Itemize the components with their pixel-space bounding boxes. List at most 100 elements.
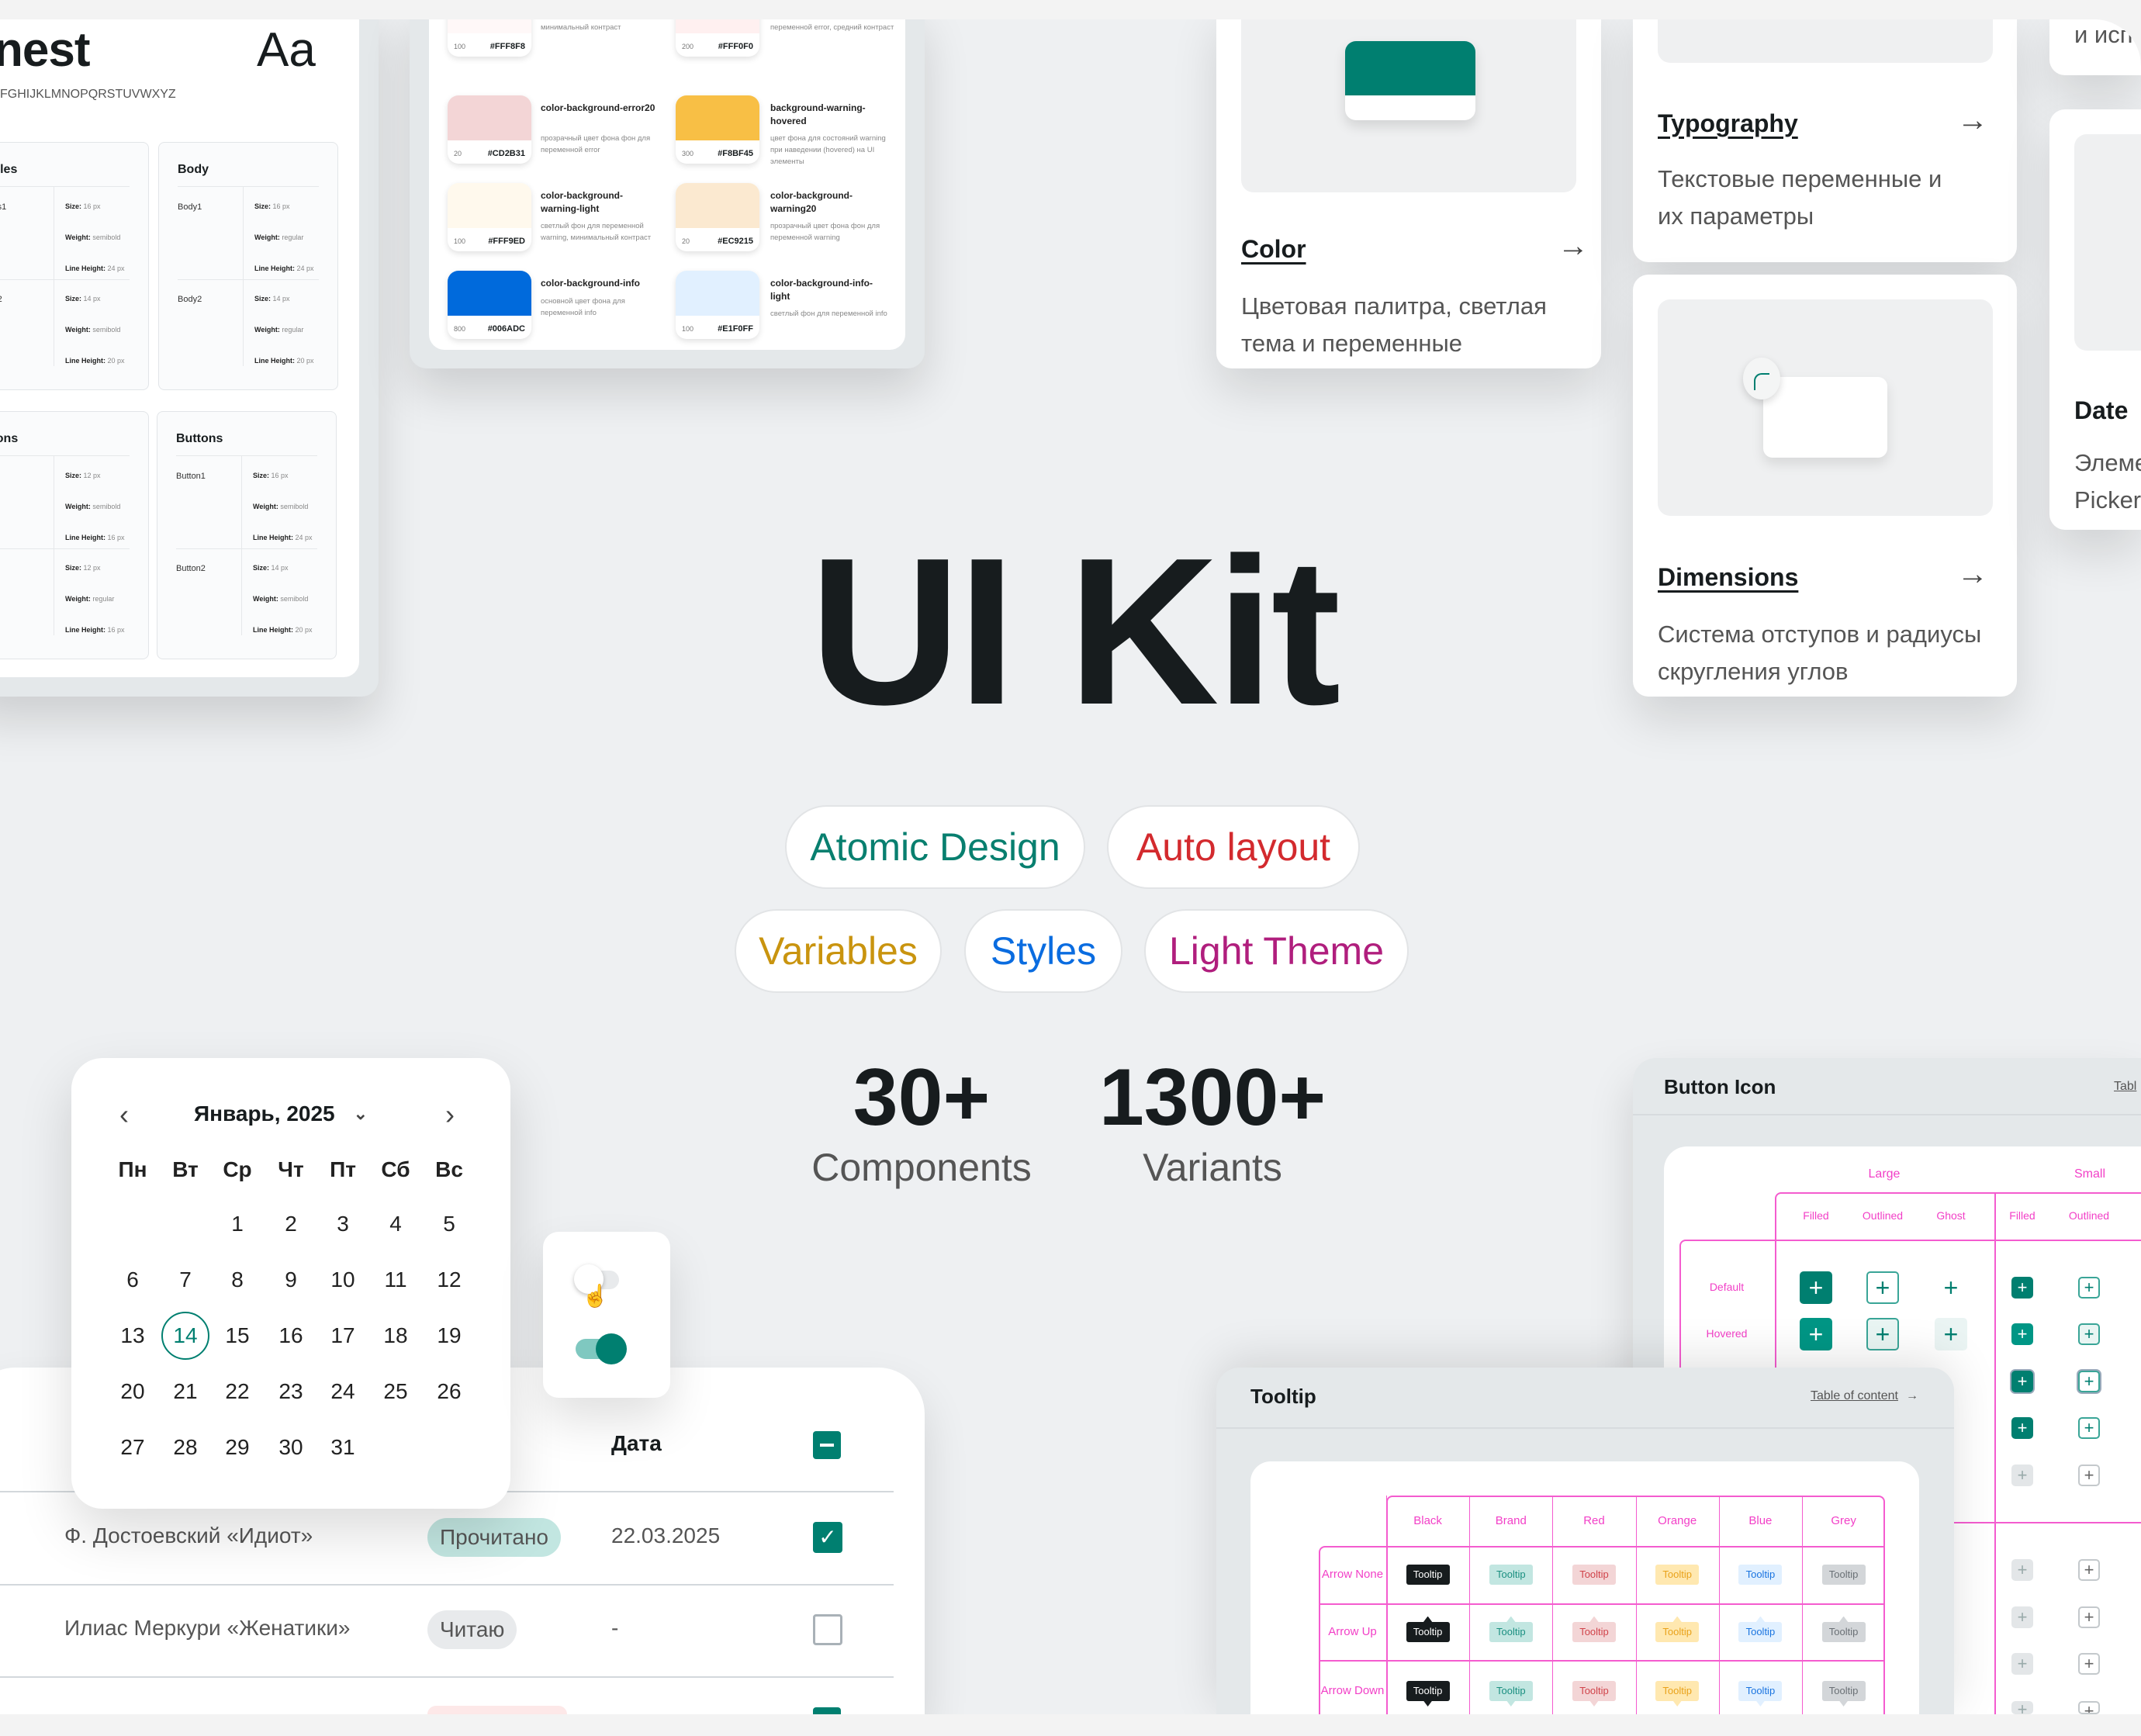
calendar-day[interactable]: 31 — [330, 1435, 355, 1459]
calendar-day[interactable]: 17 — [330, 1323, 355, 1347]
add-icon-button[interactable]: + — [2011, 1559, 2033, 1581]
tooltip-sample: Tooltip — [1655, 1681, 1700, 1701]
add-icon-button[interactable]: + — [1935, 1318, 1967, 1350]
divider — [0, 1584, 894, 1586]
calendar-day[interactable]: 1 — [231, 1212, 244, 1236]
tag-pill[interactable]: Styles — [964, 909, 1122, 993]
calendar-day[interactable]: 19 — [437, 1323, 462, 1347]
add-icon-button[interactable]: + — [2078, 1323, 2100, 1345]
add-icon-button[interactable]: + — [2011, 1701, 2033, 1714]
calendar-day[interactable]: 8 — [231, 1267, 244, 1292]
next-month-button[interactable]: › — [445, 1098, 455, 1130]
add-icon-button[interactable]: + — [1800, 1318, 1832, 1350]
nav-card-title[interactable]: Dimensions — [1658, 563, 1799, 591]
add-icon-button[interactable]: + — [2078, 1465, 2100, 1486]
calendar-day[interactable]: 20 — [120, 1379, 145, 1403]
calendar-day[interactable]: 12 — [437, 1267, 462, 1292]
prev-month-button[interactable]: ‹ — [119, 1098, 129, 1130]
tag-pill[interactable]: Variables — [735, 909, 942, 993]
nav-card-partial[interactable]: и исп — [2049, 19, 2141, 75]
calendar-day[interactable]: 15 — [225, 1323, 250, 1347]
arrow-right-icon[interactable]: → — [1957, 557, 1988, 591]
calendar-day[interactable]: 16 — [278, 1323, 303, 1347]
nav-card-title[interactable]: Date — [2074, 396, 2129, 424]
add-icon-button[interactable]: + — [2078, 1371, 2100, 1392]
month-select[interactable]: Январь, 2025 ⌄ — [194, 1101, 368, 1126]
calendar-day[interactable]: 13 — [120, 1323, 145, 1347]
calendar-day[interactable]: 25 — [383, 1379, 408, 1403]
tooltip-sample: Tooltip — [1406, 1621, 1450, 1642]
add-icon-button[interactable]: + — [2078, 1559, 2100, 1581]
select-all-checkbox[interactable] — [813, 1431, 841, 1459]
nav-card-date-picker[interactable]: Date Элеме Picker — [2049, 109, 2141, 530]
calendar-day[interactable]: 10 — [330, 1267, 355, 1292]
add-icon-button[interactable]: + — [2011, 1653, 2033, 1675]
spec-label: Size: — [254, 202, 272, 210]
swatch-fill — [448, 19, 531, 33]
add-icon-button[interactable]: + — [2011, 1417, 2033, 1439]
nav-card-title[interactable]: Typography — [1658, 109, 1798, 137]
arrow-right-icon: → — [1905, 1389, 1918, 1402]
calendar-day[interactable]: 5 — [443, 1212, 455, 1236]
add-icon-button[interactable]: + — [1943, 1274, 1959, 1302]
type-spec-weight: Weight: semibold — [65, 326, 120, 334]
calendar-day-selected[interactable]: 14 — [161, 1312, 209, 1360]
toggle-off[interactable] — [574, 1264, 619, 1294]
calendar-day[interactable]: 23 — [278, 1379, 303, 1403]
nav-card-color[interactable]: Color → Цветовая палитра, светлая тема и… — [1216, 19, 1601, 368]
calendar-day[interactable]: 7 — [179, 1267, 192, 1292]
calendar-day[interactable]: 27 — [120, 1435, 145, 1459]
row-checkbox[interactable] — [813, 1707, 841, 1714]
color-swatch: 200 #FFF0F0 — [676, 19, 759, 57]
calendar-day[interactable]: 9 — [285, 1267, 297, 1292]
calendar-day[interactable]: 18 — [383, 1323, 408, 1347]
add-icon-button[interactable]: + — [2011, 1465, 2033, 1486]
calendar-day[interactable]: 4 — [389, 1212, 402, 1236]
add-icon-button[interactable]: + — [1800, 1271, 1832, 1304]
calendar-day[interactable]: 3 — [337, 1212, 349, 1236]
calendar-day[interactable]: 29 — [225, 1435, 250, 1459]
toggle-on[interactable] — [576, 1333, 627, 1364]
swatch-level: 300 — [682, 150, 694, 157]
calendar-day[interactable]: 26 — [437, 1379, 462, 1403]
add-icon-button[interactable]: + — [1866, 1271, 1899, 1304]
tag-pill[interactable]: Light Theme — [1144, 909, 1409, 993]
calendar-day[interactable]: 22 — [225, 1379, 250, 1403]
divider — [0, 548, 130, 549]
add-icon-button[interactable]: + — [1866, 1318, 1899, 1350]
grid-line — [1386, 1496, 1387, 1714]
calendar-day[interactable]: 28 — [173, 1435, 198, 1459]
calendar-day[interactable]: 21 — [173, 1379, 198, 1403]
add-icon-button[interactable]: + — [2011, 1371, 2033, 1392]
add-icon-button[interactable]: + — [2011, 1277, 2033, 1299]
add-icon-button[interactable]: + — [2078, 1277, 2100, 1299]
tag-pill[interactable]: Auto layout — [1107, 805, 1360, 889]
tag-pill[interactable]: Atomic Design — [785, 805, 1085, 889]
spec-value: 14 px — [83, 295, 101, 303]
calendar-day[interactable]: 2 — [285, 1212, 297, 1236]
row-checkbox[interactable]: ✓ — [813, 1522, 842, 1553]
table-of-content-link[interactable]: Table of content → — [1811, 1389, 1918, 1403]
spec-label: Size: — [65, 564, 82, 572]
spec-value: 24 px — [296, 265, 314, 272]
add-icon-button[interactable]: + — [2078, 1606, 2100, 1628]
add-icon-button[interactable]: + — [2078, 1417, 2100, 1439]
swatch-hex: #F8BF45 — [718, 149, 753, 158]
spec-label: Weight: — [253, 503, 278, 510]
arrow-right-icon[interactable]: → — [1558, 229, 1589, 263]
add-icon-button[interactable]: + — [2078, 1653, 2100, 1675]
add-icon-button[interactable]: + — [2011, 1323, 2033, 1345]
calendar-day[interactable]: 6 — [126, 1267, 139, 1292]
arrow-right-icon[interactable]: → — [1957, 103, 1988, 137]
calendar-day[interactable]: 11 — [384, 1267, 407, 1292]
nav-card-dimensions[interactable]: Dimensions → Система отступов и радиусы … — [1633, 275, 2017, 697]
nav-card-title[interactable]: Color — [1241, 235, 1306, 263]
calendar-day[interactable]: 30 — [278, 1435, 303, 1459]
nav-card-typography[interactable]: Typography → Текстовые переменные и их п… — [1633, 19, 2017, 262]
add-icon-button[interactable]: + — [2011, 1606, 2033, 1628]
row-checkbox[interactable] — [813, 1614, 842, 1645]
calendar-day[interactable]: 24 — [330, 1379, 355, 1403]
table-of-content-link[interactable]: Tabl — [2114, 1080, 2137, 1093]
stat-label: Variants — [1143, 1146, 1282, 1189]
add-icon-button[interactable]: + — [2078, 1701, 2100, 1714]
